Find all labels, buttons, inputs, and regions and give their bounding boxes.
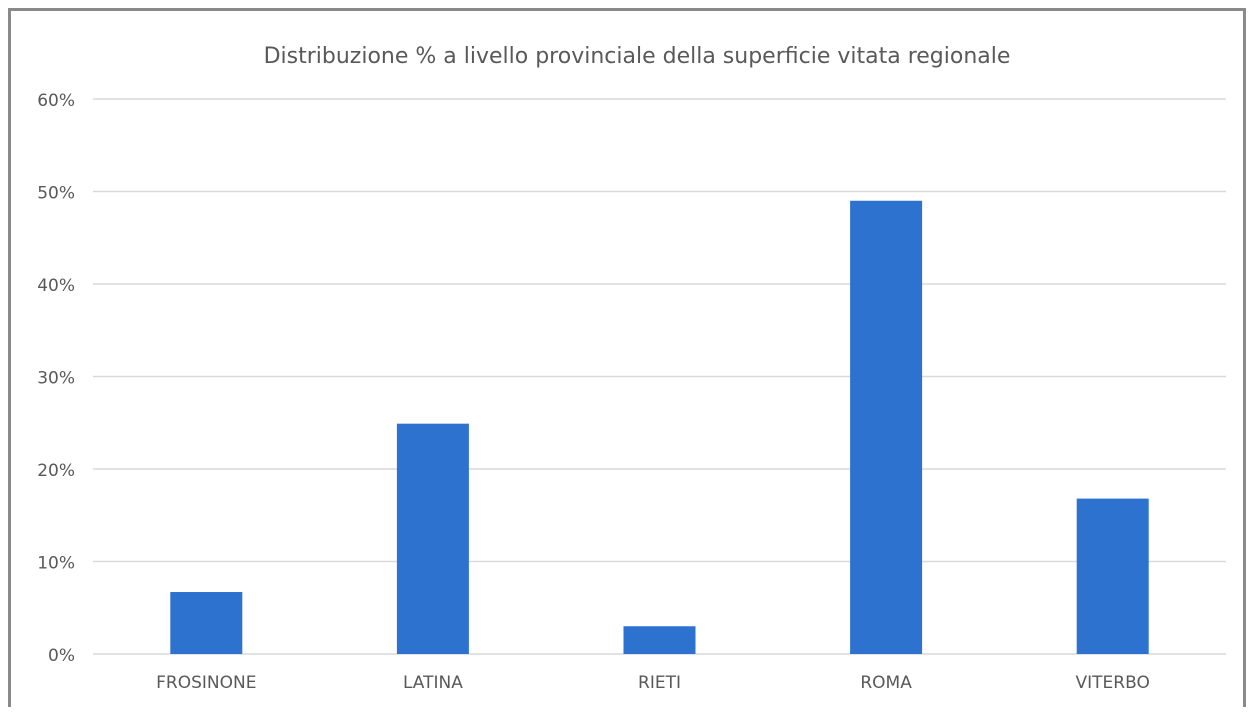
x-tick-label: FROSINONE bbox=[156, 673, 256, 693]
chart-title: Distribuzione % a livello provinciale de… bbox=[264, 44, 1011, 69]
y-tick-label: 40% bbox=[37, 276, 75, 296]
x-tick-label: RIETI bbox=[638, 673, 681, 693]
chart-frame: Distribuzione % a livello provinciale de… bbox=[8, 8, 1246, 707]
bars bbox=[170, 200, 1149, 654]
x-tick-label: LATINA bbox=[403, 673, 463, 693]
x-axis-ticks: FROSINONE LATINA RIETI ROMA VITERBO bbox=[156, 673, 1150, 693]
y-tick-label: 50% bbox=[37, 184, 75, 204]
y-axis-ticks: 0% 10% 20% 30% 40% 50% 60% bbox=[37, 91, 75, 666]
bar-roma bbox=[850, 200, 923, 654]
bar-rieti bbox=[623, 626, 696, 654]
x-tick-label: ROMA bbox=[860, 673, 912, 693]
y-tick-label: 60% bbox=[37, 91, 75, 111]
bar-latina bbox=[396, 423, 469, 654]
y-tick-label: 30% bbox=[37, 369, 75, 389]
y-tick-label: 10% bbox=[37, 554, 75, 574]
bar-frosinone bbox=[170, 592, 243, 654]
x-tick-label: VITERBO bbox=[1076, 673, 1150, 693]
gridlines bbox=[93, 98, 1226, 655]
bar-chart: Distribuzione % a livello provinciale de… bbox=[37, 44, 1226, 693]
y-tick-label: 0% bbox=[48, 646, 75, 666]
y-tick-label: 20% bbox=[37, 461, 75, 481]
bar-viterbo bbox=[1076, 498, 1149, 654]
